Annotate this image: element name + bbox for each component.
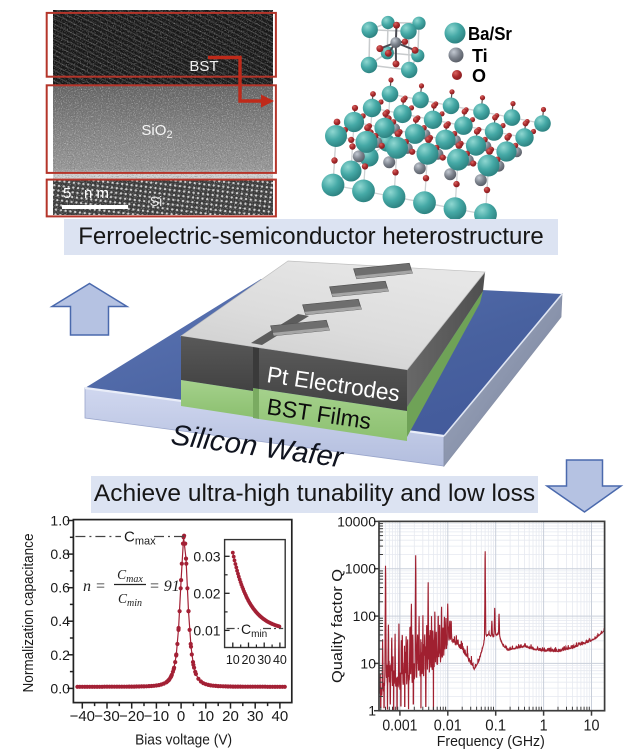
- svg-text:0.2: 0.2: [50, 647, 70, 663]
- svg-text:0.1: 0.1: [485, 718, 506, 735]
- svg-text:n =: n =: [83, 578, 106, 595]
- svg-text:1: 1: [368, 703, 376, 719]
- svg-text:BST: BST: [189, 58, 218, 75]
- svg-text:0.03: 0.03: [193, 548, 220, 564]
- svg-text:30: 30: [247, 708, 264, 725]
- svg-text:0.6: 0.6: [50, 580, 70, 596]
- svg-text:0.4: 0.4: [50, 613, 70, 629]
- svg-text:0.02: 0.02: [193, 585, 220, 601]
- svg-text:Si: Si: [150, 193, 162, 209]
- svg-text:1000: 1000: [345, 561, 376, 577]
- svg-text:= 91: = 91: [149, 578, 180, 595]
- svg-text:5 nm: 5 nm: [63, 185, 109, 202]
- svg-text:10: 10: [197, 708, 214, 725]
- svg-text:Bias voltage (V): Bias voltage (V): [135, 732, 232, 749]
- svg-text:0: 0: [177, 708, 185, 725]
- svg-text:−30: −30: [94, 708, 119, 725]
- svg-text:Ba/Sr: Ba/Sr: [468, 24, 512, 44]
- svg-text:40: 40: [272, 708, 289, 725]
- svg-text:10: 10: [360, 655, 376, 671]
- svg-text:20: 20: [242, 653, 256, 667]
- svg-text:0.001: 0.001: [382, 718, 417, 735]
- svg-text:−40: −40: [70, 708, 95, 725]
- svg-text:O: O: [472, 66, 486, 86]
- svg-text:1: 1: [540, 718, 548, 735]
- svg-text:Frequency (GHz): Frequency (GHz): [437, 733, 545, 750]
- svg-text:Cmax: Cmax: [117, 567, 143, 585]
- svg-text:Normalization capacitance: Normalization capacitance: [20, 534, 37, 693]
- svg-text:10: 10: [584, 718, 600, 735]
- svg-text:10000: 10000: [337, 513, 376, 529]
- svg-text:20: 20: [222, 708, 239, 725]
- svg-text:0.01: 0.01: [434, 718, 462, 735]
- svg-text:10: 10: [226, 653, 240, 667]
- svg-text:1.0: 1.0: [50, 513, 70, 529]
- svg-text:0.8: 0.8: [50, 546, 70, 562]
- svg-text:0.01: 0.01: [193, 622, 220, 638]
- svg-text:−20: −20: [119, 708, 144, 725]
- svg-text:40: 40: [273, 653, 287, 667]
- svg-text:Cmax: Cmax: [124, 529, 156, 548]
- svg-text:0.0: 0.0: [50, 680, 70, 696]
- svg-text:30: 30: [257, 653, 271, 667]
- svg-text:100: 100: [353, 608, 377, 624]
- svg-text:SiO2: SiO2: [141, 122, 172, 141]
- svg-text:Quality factor Q: Quality factor Q: [330, 569, 346, 683]
- svg-text:−10: −10: [144, 708, 169, 725]
- svg-text:Ti: Ti: [472, 46, 488, 66]
- svg-text:Cmin: Cmin: [118, 591, 142, 609]
